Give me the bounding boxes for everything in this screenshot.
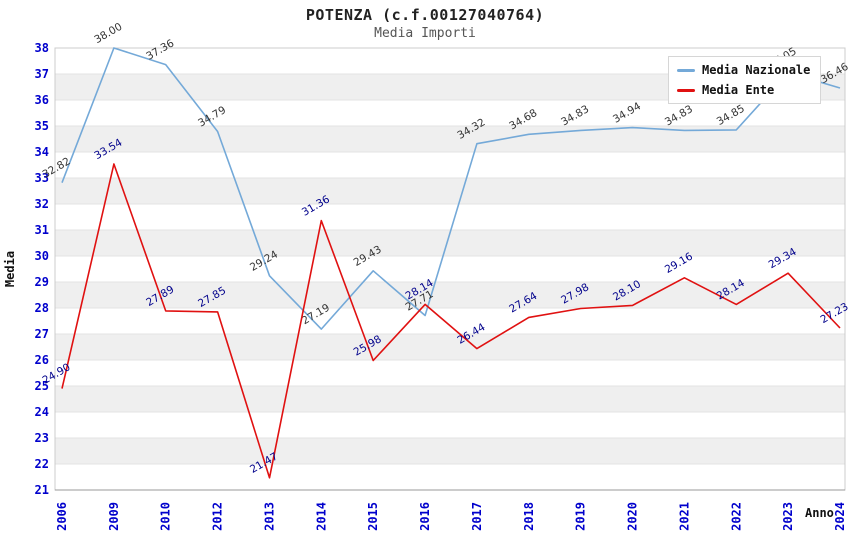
plot-area bbox=[55, 48, 845, 490]
x-tick-label: 2023 bbox=[781, 502, 795, 531]
chart-legend: Media Nazionale Media Ente bbox=[668, 56, 822, 104]
y-tick-label: 26 bbox=[35, 353, 49, 367]
legend-swatch-icon bbox=[677, 68, 695, 72]
y-tick-label: 35 bbox=[35, 119, 49, 133]
point-label: 38.00 bbox=[92, 21, 124, 46]
y-tick-label: 32 bbox=[35, 197, 49, 211]
x-tick-label: 2016 bbox=[418, 502, 432, 531]
x-tick-label: 2020 bbox=[626, 502, 640, 531]
x-tick-label: 2018 bbox=[522, 502, 536, 531]
x-tick-label: 2006 bbox=[55, 502, 69, 531]
x-tick-label: 2014 bbox=[314, 502, 328, 531]
y-tick-label: 31 bbox=[35, 223, 49, 237]
x-tick-label: 2022 bbox=[729, 502, 743, 531]
grid-band bbox=[55, 282, 845, 308]
grid-band bbox=[55, 386, 845, 412]
y-tick-label: 24 bbox=[35, 405, 49, 419]
y-tick-label: 33 bbox=[35, 171, 49, 185]
grid-band bbox=[55, 438, 845, 464]
y-tick-label: 21 bbox=[35, 483, 49, 497]
x-tick-label: 2019 bbox=[574, 502, 588, 531]
series-line-0 bbox=[61, 47, 841, 330]
x-tick-label: 2009 bbox=[107, 502, 121, 531]
x-tick-label: 2010 bbox=[159, 502, 173, 531]
x-tick-label: 2015 bbox=[366, 502, 380, 531]
legend-item-media-nazionale[interactable]: Media Nazionale bbox=[677, 63, 810, 77]
chart-title: POTENZA (c.f.00127040764) bbox=[305, 6, 545, 24]
y-tick-label: 37 bbox=[35, 67, 49, 81]
y-tick-label: 28 bbox=[35, 301, 49, 315]
y-tick-label: 22 bbox=[35, 457, 49, 471]
series-line-1 bbox=[61, 163, 841, 479]
x-axis-title: Anno bbox=[805, 506, 834, 520]
y-tick-label: 38 bbox=[35, 41, 49, 55]
x-tick-label: 2024 bbox=[833, 502, 847, 531]
legend-swatch-icon bbox=[677, 88, 695, 92]
legend-label: Media Ente bbox=[702, 83, 775, 97]
grid-band bbox=[55, 178, 845, 204]
y-tick-label: 36 bbox=[35, 93, 49, 107]
y-tick-label: 34 bbox=[35, 145, 49, 159]
x-tick-label: 2017 bbox=[470, 502, 484, 531]
chart-subtitle: Media Importi bbox=[374, 26, 476, 41]
x-tick-label: 2012 bbox=[211, 502, 225, 531]
x-tick-label: 2021 bbox=[677, 502, 691, 531]
legend-label: Media Nazionale bbox=[702, 63, 811, 77]
y-tick-label: 25 bbox=[35, 379, 49, 393]
x-tick-label: 2013 bbox=[262, 502, 276, 531]
y-tick-label: 30 bbox=[35, 249, 49, 263]
y-tick-label: 23 bbox=[35, 431, 49, 445]
y-tick-label: 27 bbox=[35, 327, 49, 341]
grid-band bbox=[55, 334, 845, 360]
y-tick-label: 29 bbox=[35, 275, 49, 289]
y-axis-title: Media bbox=[3, 251, 17, 287]
legend-item-media-ente[interactable]: Media Ente bbox=[677, 83, 810, 97]
